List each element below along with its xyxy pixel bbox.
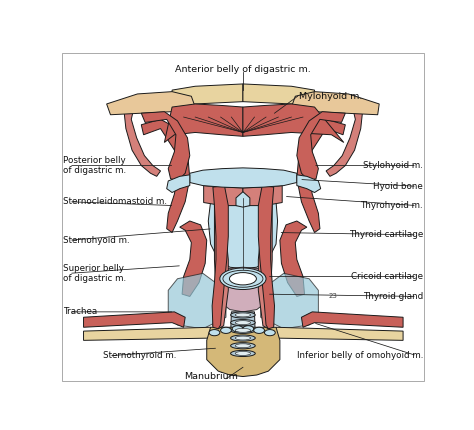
Polygon shape — [208, 198, 278, 269]
Text: Sternothyroid m.: Sternothyroid m. — [103, 351, 176, 360]
Polygon shape — [168, 273, 226, 329]
Polygon shape — [292, 92, 379, 115]
Ellipse shape — [231, 335, 255, 341]
Text: Thyroid cartilage: Thyroid cartilage — [349, 230, 423, 240]
Polygon shape — [258, 186, 274, 329]
Polygon shape — [280, 221, 307, 296]
Text: Mylohyoid m.: Mylohyoid m. — [299, 92, 363, 101]
Polygon shape — [124, 107, 161, 176]
Polygon shape — [207, 327, 280, 377]
Ellipse shape — [235, 329, 251, 332]
Text: Hyoid bone: Hyoid bone — [374, 182, 423, 191]
Polygon shape — [243, 186, 282, 206]
Ellipse shape — [235, 351, 251, 355]
Ellipse shape — [254, 327, 264, 333]
Ellipse shape — [229, 273, 256, 285]
Polygon shape — [167, 175, 190, 193]
Polygon shape — [83, 312, 185, 327]
Polygon shape — [61, 52, 425, 383]
Ellipse shape — [243, 326, 254, 332]
Text: Posterior belly
of digastric m.: Posterior belly of digastric m. — [63, 156, 126, 175]
Polygon shape — [243, 84, 315, 107]
Polygon shape — [272, 327, 403, 341]
Ellipse shape — [220, 268, 266, 289]
Polygon shape — [258, 187, 273, 329]
Polygon shape — [297, 120, 346, 233]
Polygon shape — [83, 327, 214, 341]
Polygon shape — [261, 273, 319, 329]
Polygon shape — [297, 175, 321, 193]
Text: Sternocleidomastoid m.: Sternocleidomastoid m. — [63, 197, 167, 206]
Ellipse shape — [209, 329, 220, 336]
Polygon shape — [297, 112, 346, 181]
Polygon shape — [107, 92, 195, 115]
Text: Trachea: Trachea — [63, 307, 97, 316]
Ellipse shape — [235, 313, 251, 317]
Polygon shape — [180, 221, 207, 296]
Text: Cricoid cartilage: Cricoid cartilage — [351, 272, 423, 281]
Polygon shape — [217, 267, 270, 312]
Ellipse shape — [232, 326, 243, 332]
Polygon shape — [204, 186, 243, 206]
Polygon shape — [243, 104, 344, 142]
Ellipse shape — [235, 344, 251, 348]
Text: Sternohyoid m.: Sternohyoid m. — [63, 236, 129, 245]
Ellipse shape — [235, 321, 251, 325]
Text: Thyrohyoid m.: Thyrohyoid m. — [361, 201, 423, 210]
Polygon shape — [326, 107, 363, 176]
Polygon shape — [236, 192, 250, 207]
Polygon shape — [172, 84, 243, 107]
Polygon shape — [212, 186, 228, 329]
Polygon shape — [141, 112, 190, 181]
Text: 23: 23 — [328, 293, 337, 299]
Text: Anterior belly of digastric m.: Anterior belly of digastric m. — [175, 65, 311, 74]
Text: Stylohyoid m.: Stylohyoid m. — [363, 161, 423, 170]
Polygon shape — [164, 104, 243, 142]
Text: Thyroid gland: Thyroid gland — [363, 292, 423, 301]
Ellipse shape — [235, 336, 251, 340]
Text: Inferior belly of omohyoid m.: Inferior belly of omohyoid m. — [297, 351, 423, 360]
Ellipse shape — [220, 327, 231, 333]
Polygon shape — [213, 187, 228, 329]
Polygon shape — [230, 312, 256, 359]
Ellipse shape — [231, 343, 255, 349]
Polygon shape — [301, 312, 403, 327]
Ellipse shape — [231, 319, 255, 326]
Text: Manubrium: Manubrium — [183, 372, 237, 381]
Text: Superior belly
of digastric m.: Superior belly of digastric m. — [63, 264, 126, 283]
Ellipse shape — [264, 329, 275, 336]
Ellipse shape — [231, 350, 255, 356]
Ellipse shape — [231, 312, 255, 318]
Ellipse shape — [231, 327, 255, 333]
Polygon shape — [190, 168, 297, 188]
Polygon shape — [141, 120, 190, 233]
